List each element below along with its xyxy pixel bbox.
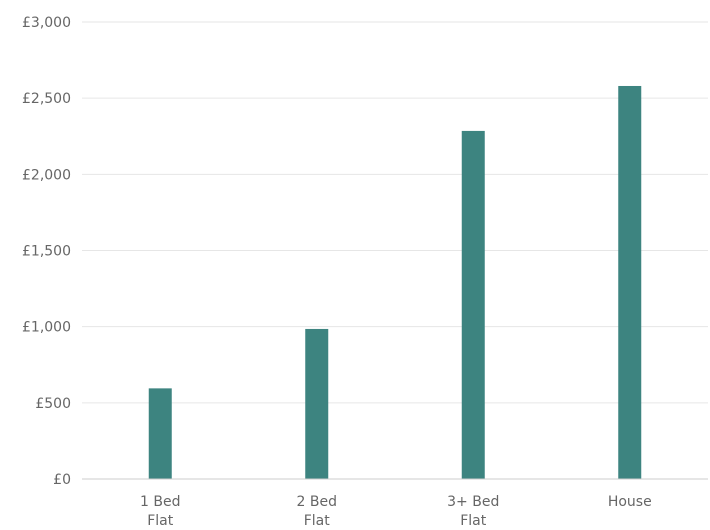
y-tick-label: £1,000 (22, 320, 71, 336)
x-tick-label: 3+ Bed Flat (447, 494, 499, 529)
y-tick-label: £2,500 (22, 91, 71, 107)
x-tick-label: 2 Bed Flat (297, 494, 337, 529)
y-tick-label: £0 (53, 472, 71, 488)
y-axis-tick-labels: £0 £500 £1,000 £1,500 £2,000 £2,500 £3,000 (22, 15, 71, 488)
bar (461, 130, 485, 479)
bar (305, 328, 329, 479)
bar (148, 388, 172, 479)
x-axis-category-labels: 1 Bed Flat 2 Bed Flat 3+ Bed Flat House (140, 494, 652, 529)
y-tick-label: £500 (35, 396, 71, 412)
y-tick-label: £1,500 (22, 244, 71, 260)
y-tick-label: £3,000 (22, 15, 71, 31)
gridlines (82, 21, 708, 404)
x-tick-label: 1 Bed Flat (140, 494, 180, 529)
x-tick-label: House (608, 494, 652, 510)
bars (148, 85, 642, 479)
y-tick-label: £2,000 (22, 167, 71, 183)
bar (618, 85, 642, 479)
